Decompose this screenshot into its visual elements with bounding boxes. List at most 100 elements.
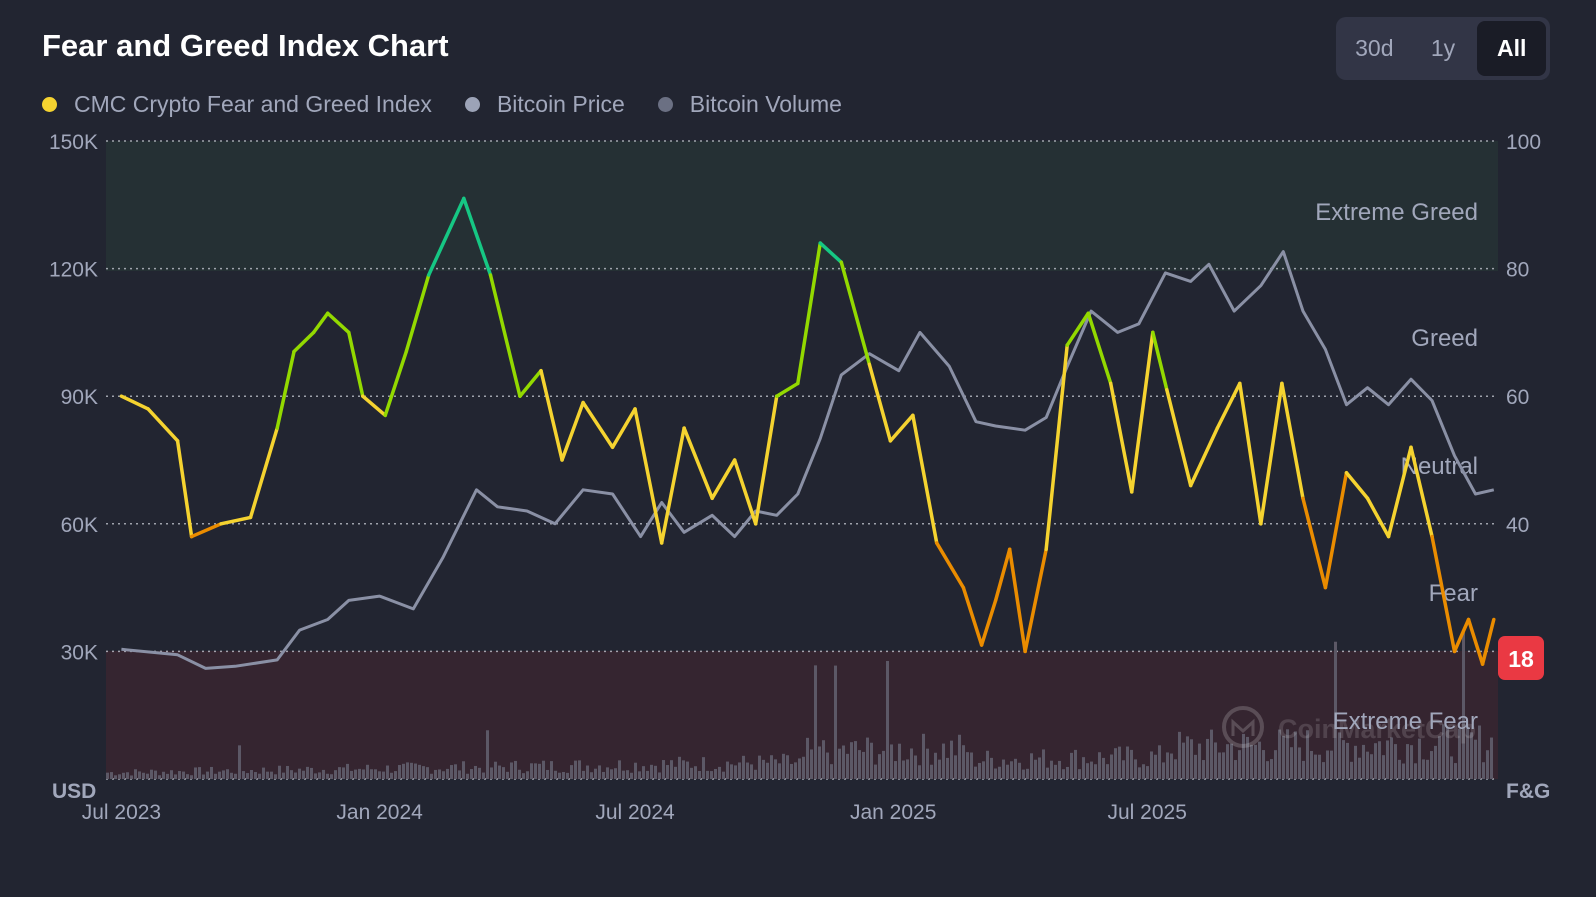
volume-bar (1346, 742, 1349, 779)
volume-bar (1218, 752, 1221, 779)
volume-bar (870, 742, 873, 779)
volume-bar (1270, 759, 1273, 779)
range-30d-button[interactable]: 30d (1355, 35, 1394, 61)
volume-bar (318, 772, 321, 779)
volume-bar (762, 759, 765, 779)
volume-bar (1354, 745, 1357, 779)
volume-bar (142, 772, 145, 779)
volume-bar (254, 772, 257, 779)
legend-item-bitcoin-volume[interactable]: Bitcoin Volume (657, 91, 842, 118)
volume-bar (1478, 725, 1481, 779)
volume-bar (942, 743, 945, 779)
volume-bar (214, 773, 217, 779)
volume-bar (306, 766, 309, 779)
volume-bar (1054, 764, 1057, 779)
left-axis-tick-label: 60K (61, 514, 98, 537)
volume-bar (998, 766, 1001, 779)
volume-bar (478, 767, 481, 779)
volume-bar (1046, 767, 1049, 779)
volume-bar (458, 770, 461, 779)
volume-bar (818, 746, 821, 779)
volume-bar (674, 766, 677, 779)
volume-bar (1058, 760, 1061, 779)
legend-item-bitcoin-price[interactable]: Bitcoin Price (464, 91, 625, 118)
volume-bar (594, 768, 597, 779)
fear-greed-line-segment (1188, 426, 1220, 488)
volume-bar (506, 771, 509, 779)
volume-bar (1154, 754, 1157, 779)
fear-greed-line-segment (1130, 330, 1155, 494)
range-all-button[interactable]: All (1477, 21, 1547, 76)
volume-bar (470, 769, 473, 779)
legend-dot-icon (42, 97, 57, 112)
range-1y-button[interactable]: 1y (1430, 35, 1456, 61)
volume-bar (1030, 753, 1033, 779)
volume-bar (710, 771, 713, 779)
volume-bar (826, 752, 829, 779)
fear-greed-line-segment (659, 426, 686, 545)
zone-label-extreme-fear: Extreme Fear (1333, 708, 1478, 735)
volume-bar (262, 767, 265, 779)
volume-bar (242, 771, 245, 779)
fear-greed-line-segment (1007, 547, 1027, 654)
volume-bar (658, 772, 661, 779)
volume-bar (466, 773, 469, 779)
legend-item-fear-greed[interactable]: CMC Crypto Fear and Greed Index (42, 91, 432, 118)
volume-bar (790, 763, 793, 779)
volume-bar (778, 763, 781, 779)
volume-bar (490, 767, 493, 779)
volume-bar (1102, 757, 1105, 779)
fear-greed-line-segment (1259, 381, 1284, 526)
volume-bar (690, 767, 693, 779)
volume-bar (1226, 744, 1229, 779)
volume-bar (346, 763, 349, 779)
volume-bar (582, 770, 585, 779)
volume-bar (918, 765, 921, 779)
volume-bar (1402, 763, 1405, 779)
fear-greed-line-segment (1044, 343, 1069, 552)
volume-bar (438, 769, 441, 779)
volume-bar (946, 757, 949, 779)
volume-bar (202, 774, 205, 779)
volume-bar (250, 769, 253, 779)
fear-greed-line-segment (146, 407, 180, 443)
volume-bar (1294, 731, 1297, 779)
volume-bar (1182, 742, 1185, 779)
volume-bar (406, 762, 409, 779)
volume-bar (1310, 750, 1313, 779)
left-axis-tick-label: 90K (61, 386, 98, 409)
fear-greed-line-segment (796, 241, 822, 386)
volume-bar (830, 764, 833, 779)
fear-greed-line-segment (1108, 381, 1134, 494)
legend-label: Bitcoin Price (496, 91, 625, 117)
fear-greed-line-segment (189, 522, 223, 539)
volume-bar (122, 772, 125, 779)
volume-bar (494, 761, 497, 779)
volume-bar (378, 771, 381, 779)
volume-bar (834, 665, 837, 779)
volume-bar (362, 769, 365, 779)
volume-bar (850, 742, 853, 779)
volume-bar (330, 774, 333, 779)
volume-bar (1322, 762, 1325, 779)
left-axis-tick-label: 150K (49, 131, 98, 154)
volume-bar (1106, 764, 1109, 779)
fear-greed-line-segment (818, 241, 844, 264)
volume-bar (786, 755, 789, 779)
volume-bar (1358, 757, 1361, 779)
volume-bar (1250, 744, 1253, 779)
volume-bar (422, 766, 425, 779)
volume-bar (1394, 744, 1397, 779)
volume-bar (334, 770, 337, 779)
volume-bar (1426, 759, 1429, 779)
volume-bar (686, 761, 689, 779)
fear-greed-line-segment (1301, 496, 1328, 590)
volume-bar (602, 771, 605, 779)
volume-bar (486, 730, 489, 779)
volume-bar (758, 755, 761, 779)
volume-bar (166, 773, 169, 779)
fear-greed-line-segment (633, 407, 664, 545)
volume-bar (590, 772, 593, 779)
volume-bar (566, 772, 569, 779)
